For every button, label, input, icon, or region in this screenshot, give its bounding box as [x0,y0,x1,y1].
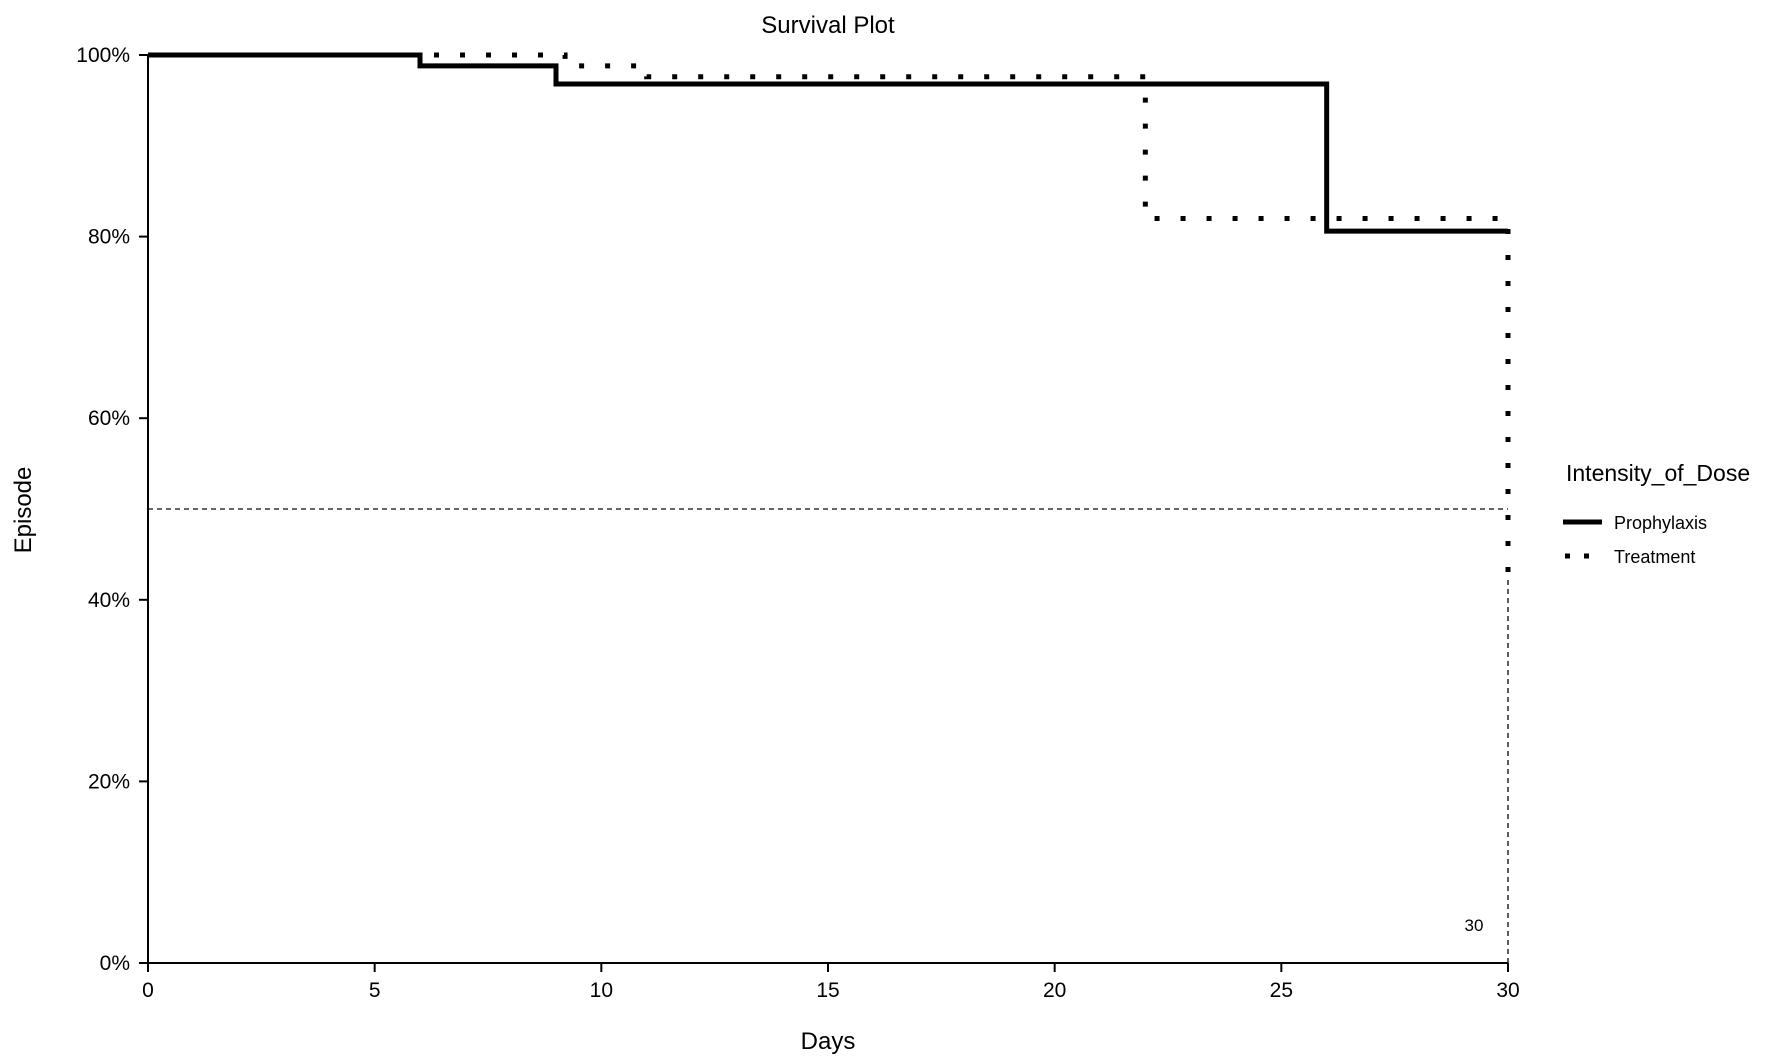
reference-lines [148,508,1509,963]
y-tick-label: 100% [76,44,130,67]
x-axis-title: Days [801,1028,856,1055]
x-tick-label: 20 [1043,979,1066,1002]
x-tick-label: 30 [1496,979,1519,1002]
x-tick-label: 10 [590,979,613,1002]
annotations: 30 [1465,916,1484,935]
series-layer [148,52,1511,578]
chart-title: Survival Plot [761,12,895,39]
annotation-label: 30 [1465,916,1484,935]
x-tick-label: 15 [816,979,839,1002]
y-tick-label: 20% [88,770,130,793]
legend-label-treatment: Treatment [1614,547,1695,567]
y-tick-label: 0% [100,952,130,975]
x-tick-label: 0 [142,979,154,1002]
x-ticks: 0 5 10 15 20 25 30 [142,963,1520,1002]
x-tick-label: 25 [1270,979,1293,1002]
legend: Intensity_of_Dose Prophylaxis Treatment [1563,460,1750,567]
y-ticks: 0% 20% 40% 60% 80% 100% [76,44,148,975]
x-tick-label: 5 [369,979,381,1002]
legend-label-prophylaxis: Prophylaxis [1614,513,1707,533]
series-line-treatment [148,52,1511,578]
series-line-prophylaxis [148,52,1508,234]
legend-title: Intensity_of_Dose [1566,460,1750,486]
y-axis-title: Episode [10,467,37,554]
y-tick-label: 40% [88,589,130,612]
y-tick-label: 60% [88,407,130,430]
y-tick-label: 80% [88,226,130,249]
